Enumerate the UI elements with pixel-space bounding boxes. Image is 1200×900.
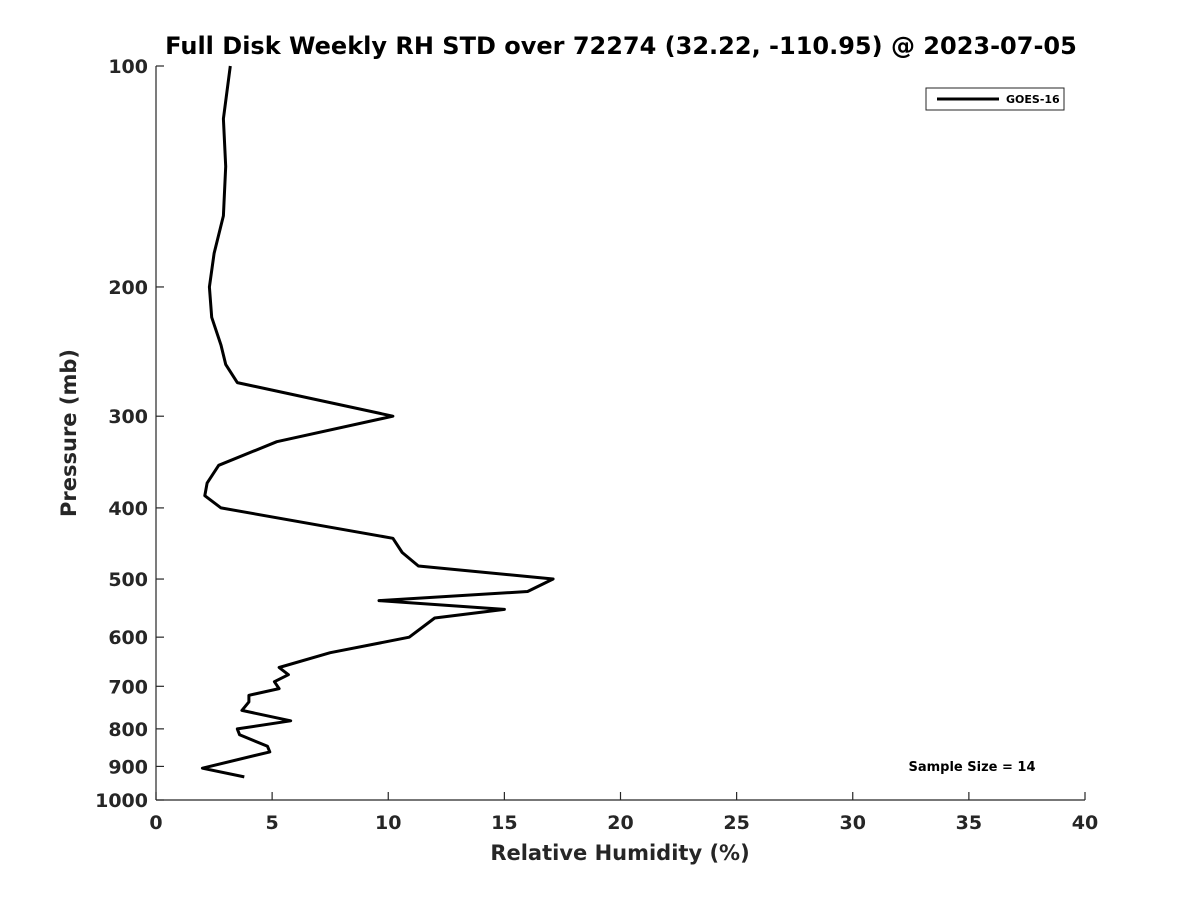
x-tick-label: 35 xyxy=(956,812,982,834)
x-tick-label: 10 xyxy=(375,812,401,834)
y-tick-label: 100 xyxy=(108,56,148,78)
x-tick-label: 20 xyxy=(607,812,633,834)
x-tick-label: 40 xyxy=(1072,812,1098,834)
y-tick-label: 900 xyxy=(108,756,148,778)
legend-label-goes-16: GOES-16 xyxy=(1006,93,1060,106)
legend: GOES-16 xyxy=(925,87,1065,111)
y-tick-label: 700 xyxy=(108,676,148,698)
y-tick-label: 600 xyxy=(108,627,148,649)
y-ticks: 100 200 300 400 500 600 700 800 900 1000 xyxy=(95,56,164,812)
series-line-goes-16 xyxy=(200,65,555,779)
x-tick-label: 0 xyxy=(149,812,162,834)
y-tick-label: 1000 xyxy=(95,790,148,812)
x-tick-label: 30 xyxy=(840,812,866,834)
x-ticks: 0 5 10 15 20 25 30 35 40 xyxy=(149,792,1098,834)
y-tick-label: 400 xyxy=(108,498,148,520)
y-tick-label: 800 xyxy=(108,719,148,741)
x-tick-label: 5 xyxy=(266,812,279,834)
x-axis-label: Relative Humidity (%) xyxy=(490,841,749,865)
y-axis-label: Pressure (mb) xyxy=(57,349,81,517)
y-tick-label: 300 xyxy=(108,406,148,428)
y-tick-label: 200 xyxy=(108,277,148,299)
series-group xyxy=(200,65,555,779)
x-tick-label: 25 xyxy=(723,812,749,834)
y-tick-label: 500 xyxy=(108,569,148,591)
x-tick-label: 15 xyxy=(491,812,517,834)
axes xyxy=(155,66,1085,801)
sample-size-annotation: Sample Size = 14 xyxy=(908,760,1035,775)
chart-title: Full Disk Weekly RH STD over 72274 (32.2… xyxy=(165,32,1077,60)
